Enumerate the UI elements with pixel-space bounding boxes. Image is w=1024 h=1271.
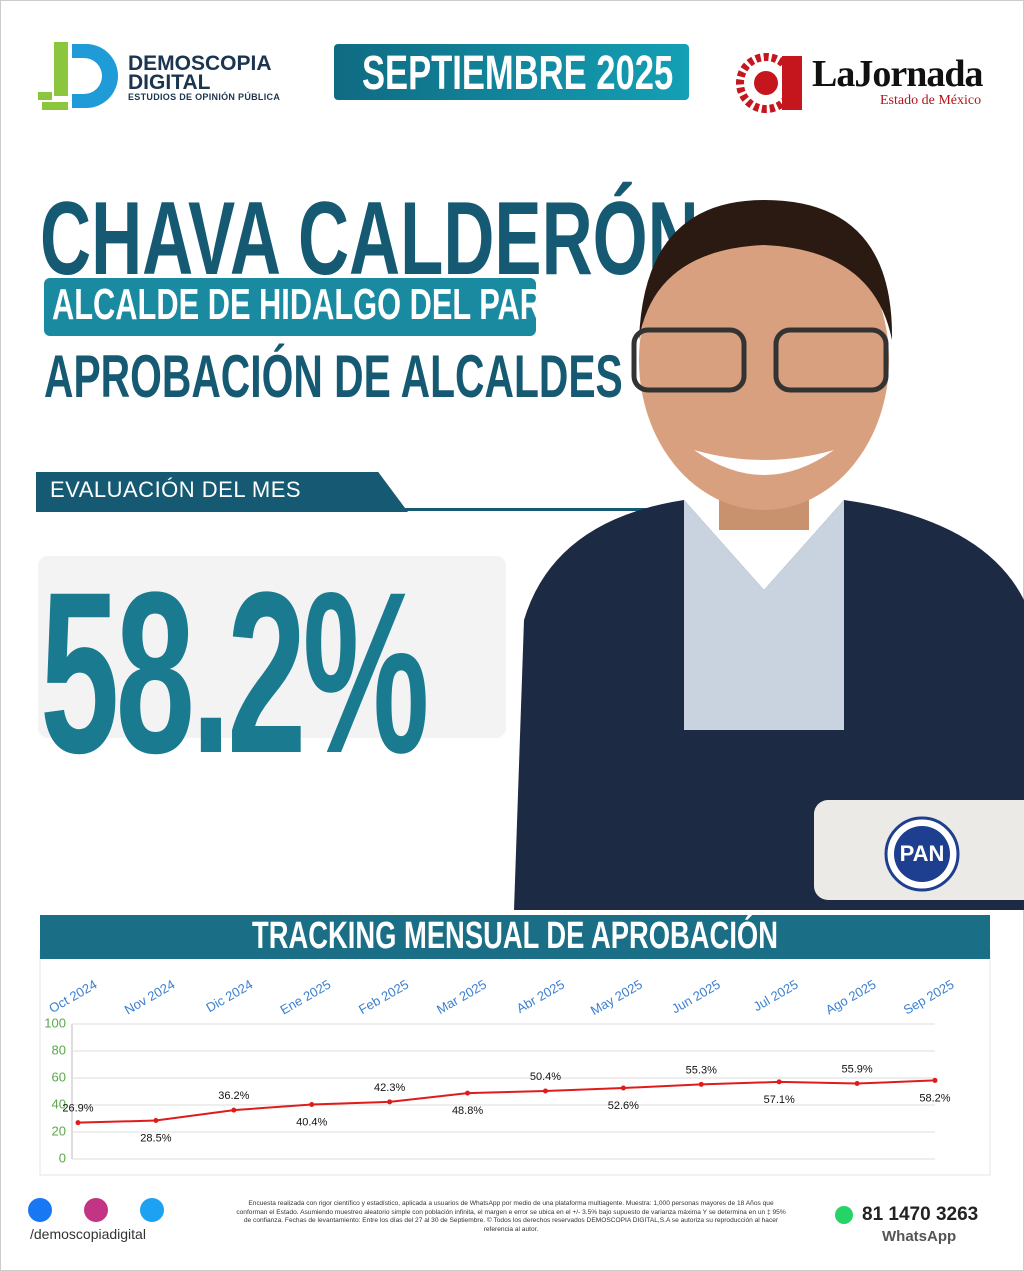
data-label: 40.4% xyxy=(296,1116,327,1128)
role: ALCALDE DE HIDALGO DEL PARRAL xyxy=(52,280,606,329)
brand-subtitle: ESTUDIOS DE OPINIÓN PÚBLICA xyxy=(128,92,281,102)
data-label: 36.2% xyxy=(218,1090,249,1102)
y-tick-label: 0 xyxy=(59,1150,66,1165)
point xyxy=(465,1090,471,1096)
party-name: PAN xyxy=(900,841,945,866)
person-name: CHAVA CALDERÓN xyxy=(40,181,699,297)
data-label: 28.5% xyxy=(140,1132,171,1144)
partner-logo xyxy=(736,53,802,113)
title-banner xyxy=(40,915,990,959)
y-tick-label: 20 xyxy=(52,1123,66,1138)
whatsapp-icon xyxy=(835,1206,853,1224)
data-label: 55.3% xyxy=(686,1064,717,1076)
evaluation-value: 58.2% xyxy=(40,544,429,801)
point xyxy=(153,1118,159,1124)
point xyxy=(854,1081,860,1087)
point xyxy=(932,1077,938,1083)
line xyxy=(77,1079,936,1124)
brand-name: DEMOSCOPIA xyxy=(128,52,272,75)
whatsapp-label: WhatsApp xyxy=(882,1228,957,1245)
social-icons xyxy=(28,1198,164,1222)
social-handle: /demoscopiadigital xyxy=(30,1226,146,1242)
role-banner xyxy=(44,278,536,336)
point xyxy=(75,1120,81,1126)
data-label: 52.6% xyxy=(608,1100,639,1112)
point xyxy=(776,1079,782,1085)
data-label: 58.2% xyxy=(919,1092,950,1104)
point xyxy=(542,1088,548,1094)
y-tick-label: 100 xyxy=(44,1015,66,1030)
chart: TRACKING MENSUAL DE APROBACIÓN 0 20 40 60 80 1… xyxy=(39,914,991,1176)
point xyxy=(387,1099,393,1105)
y-tick-label: 40 xyxy=(52,1096,66,1111)
data-label: 42.3% xyxy=(374,1082,405,1094)
data-label: 57.1% xyxy=(764,1094,795,1106)
data-label: 55.9% xyxy=(841,1063,872,1075)
evaluation-box xyxy=(38,556,506,738)
disclaimer: Encuesta realizada con rigor científico … xyxy=(236,1200,786,1233)
phone: 81 1470 3263 xyxy=(862,1204,979,1225)
logo xyxy=(38,42,118,110)
data-label: 50.4% xyxy=(530,1071,561,1083)
point xyxy=(231,1107,237,1113)
point xyxy=(620,1085,626,1091)
month-banner xyxy=(334,44,689,100)
brand-name: DIGITAL xyxy=(128,71,211,94)
evaluation-banner xyxy=(36,472,408,512)
evaluation-label: EVALUACIÓN DEL MES xyxy=(50,477,302,502)
photo xyxy=(514,200,1024,910)
evaluation-rule xyxy=(400,508,660,511)
partner-name: LaJornada xyxy=(812,53,983,95)
point xyxy=(698,1081,704,1087)
chart-panel xyxy=(39,949,991,1176)
data-label: 48.8% xyxy=(452,1105,483,1117)
party-logo: PAN xyxy=(884,816,960,892)
y-tick-label: 80 xyxy=(52,1042,66,1057)
y-tick-label: 60 xyxy=(52,1069,66,1084)
data-label: 26.9% xyxy=(62,1103,93,1115)
chart-title: TRACKING MENSUAL DE APROBACIÓN xyxy=(252,914,778,958)
month: SEPTIEMBRE 2025 xyxy=(362,47,674,100)
partner-subtitle: Estado de México xyxy=(880,93,982,108)
brand: DEMOSCOPIA DIGITAL xyxy=(128,52,272,94)
topic: APROBACIÓN DE ALCALDES xyxy=(44,343,623,410)
point xyxy=(309,1101,315,1107)
